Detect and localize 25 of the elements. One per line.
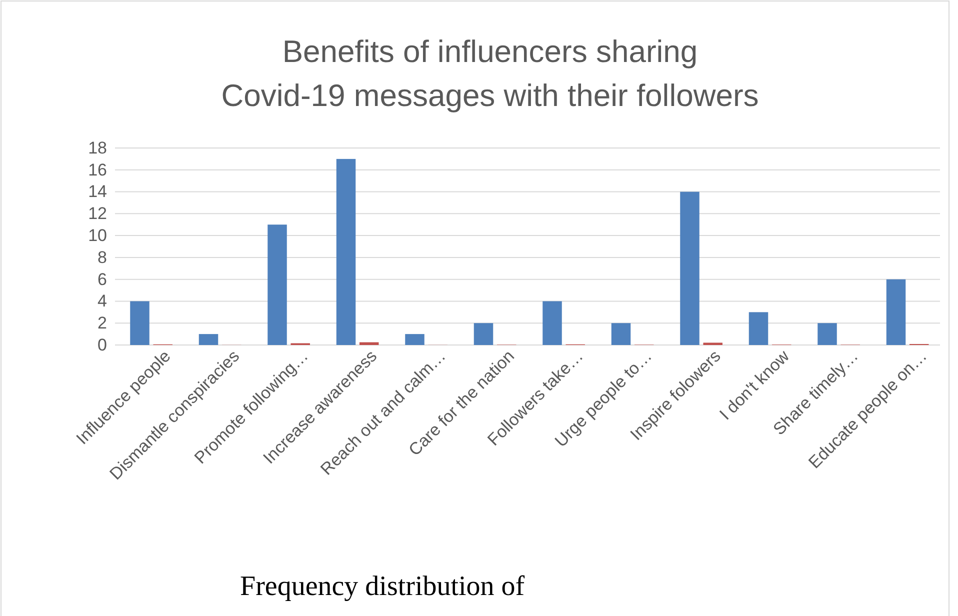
bar [268, 224, 287, 345]
bar [748, 312, 768, 345]
y-tick-label: 12 [88, 204, 107, 224]
bar [886, 279, 906, 345]
y-tick-label: 8 [98, 248, 107, 267]
bar [130, 301, 150, 345]
bar [818, 323, 837, 345]
bar [542, 301, 562, 345]
bar [474, 323, 494, 345]
y-tick-label: 6 [98, 270, 107, 289]
y-tick-label: 16 [88, 160, 107, 180]
y-tick-label: 10 [88, 226, 107, 245]
text: Frequency distribution of [240, 571, 526, 602]
y-tick-label: 0 [98, 335, 107, 354]
bar [359, 342, 379, 345]
y-tick-label: 2 [98, 314, 107, 333]
chart-title: Benefits of influencers sharing Covid-19 messages with their followers [221, 34, 759, 113]
bar [680, 192, 700, 345]
y-tick-label: 14 [88, 182, 107, 202]
bar [611, 323, 631, 345]
bar [405, 334, 424, 345]
y-tick-label: 4 [98, 292, 107, 311]
bar [336, 158, 356, 345]
bar [198, 334, 218, 345]
y-tick-label: 18 [88, 138, 107, 158]
